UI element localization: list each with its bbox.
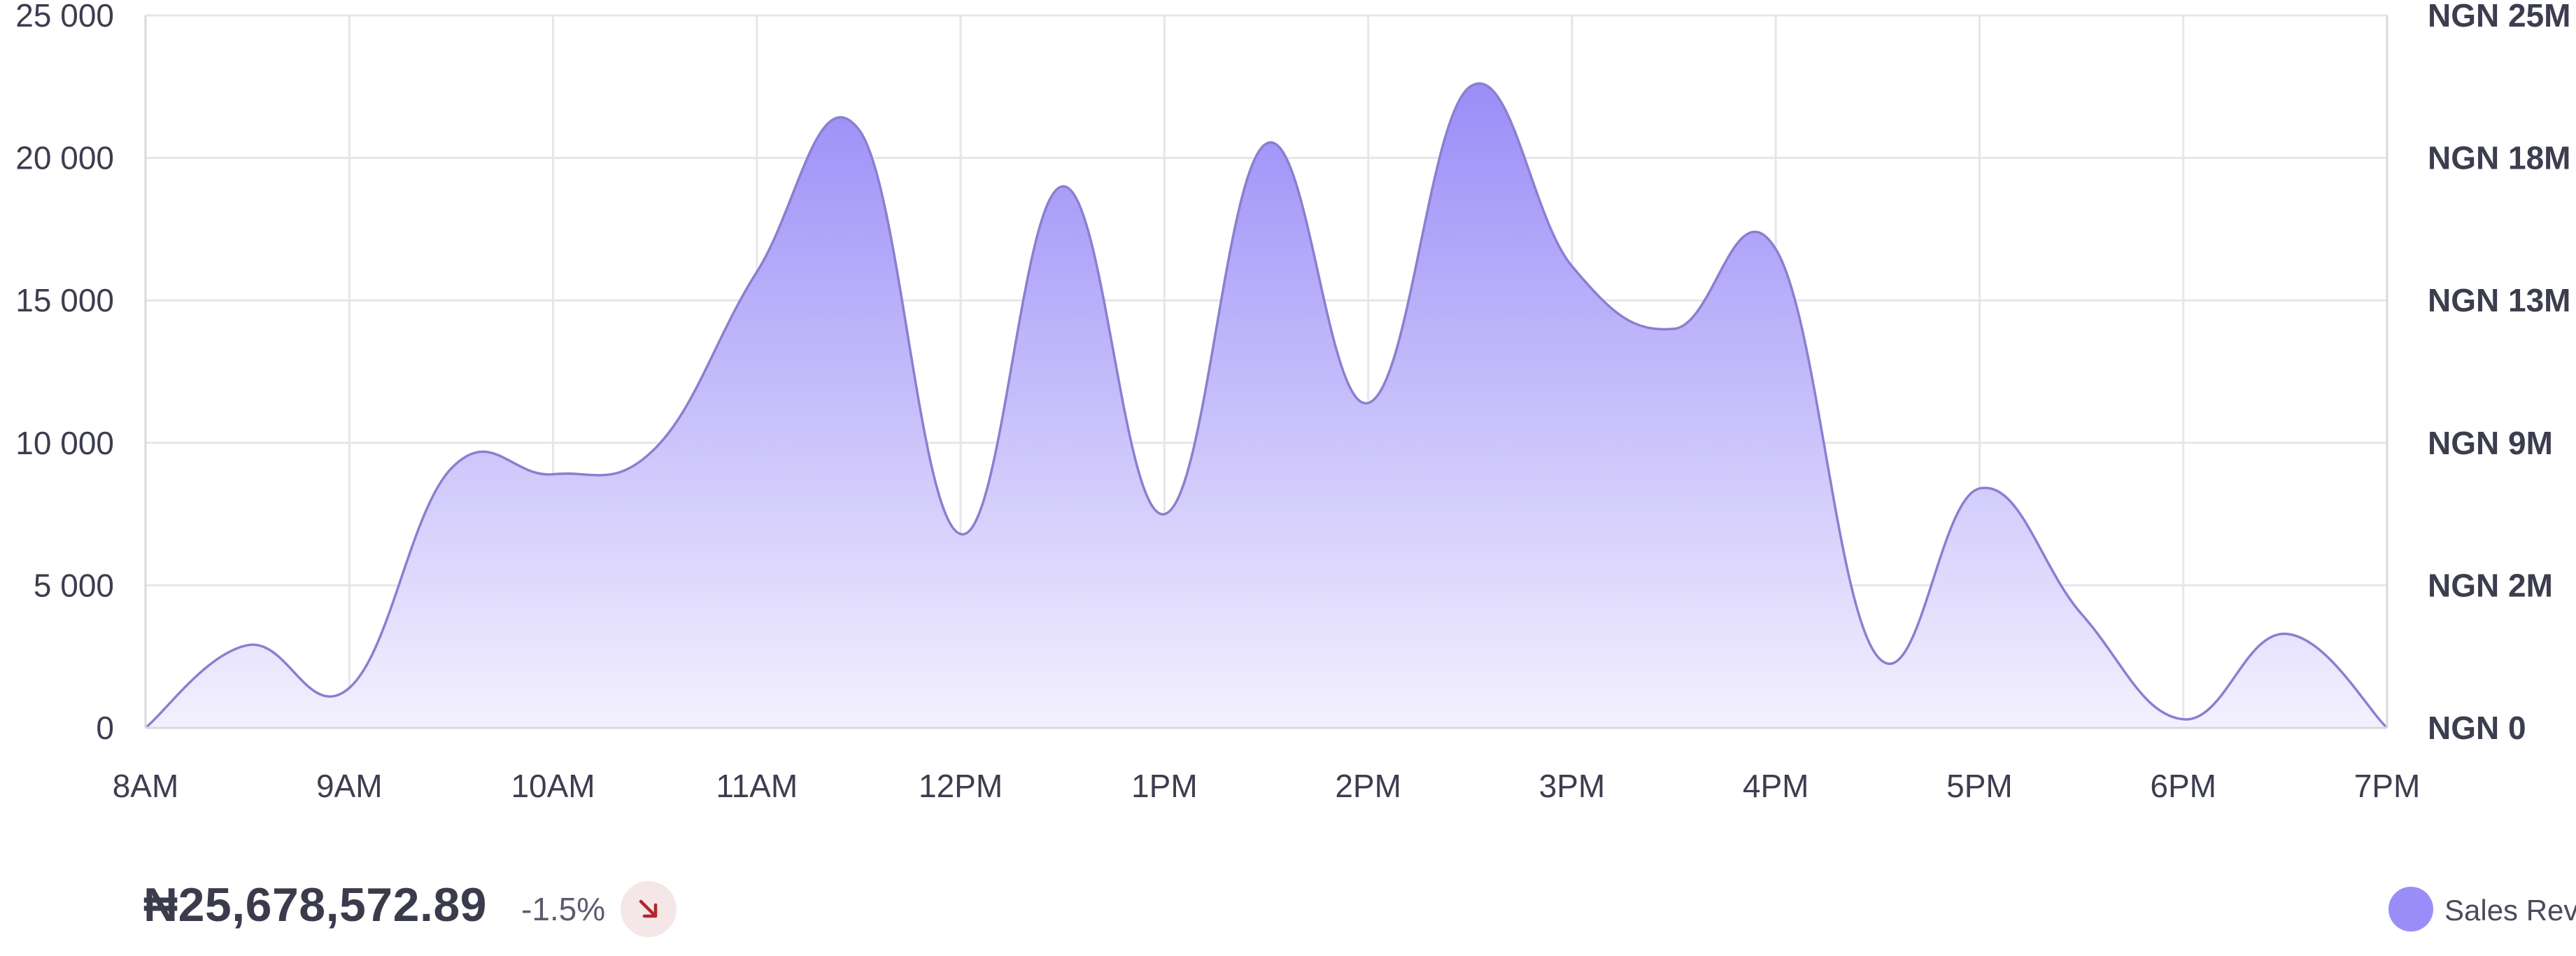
- x-tick-label: 11AM: [716, 768, 798, 804]
- x-tick-label: 6PM: [2150, 768, 2216, 804]
- y-tick-label: 20 000: [15, 140, 114, 176]
- y-tick-label: 15 000: [15, 282, 114, 318]
- sales-revenue-area: [146, 83, 2387, 729]
- axes: [144, 15, 2389, 729]
- y-tick-label: 25 000: [15, 0, 114, 34]
- legend-swatch: [2389, 887, 2433, 932]
- left-axis: 0 5 000 10 000 15 000 20 000 25 000: [15, 0, 114, 746]
- x-tick-label: 8AM: [113, 768, 179, 804]
- sales-revenue-line: [144, 82, 2389, 729]
- change-percentage: -1.5%: [521, 891, 606, 927]
- x-axis: 8AM 9AM 10AM 11AM 12PM 1PM 2PM 3PM 4PM 5PM 6PM 7PM: [113, 768, 2421, 804]
- y-tick-label: 0: [96, 710, 114, 746]
- legend-label: Sales Revenue: [2444, 894, 2576, 927]
- y-right-tick-label: NGN 0: [2428, 710, 2526, 746]
- x-tick-label: 3PM: [1539, 768, 1606, 804]
- x-tick-label: 4PM: [1743, 768, 1809, 804]
- y-right-tick-label: NGN 13M: [2428, 282, 2570, 318]
- total-revenue: ₦25,678,572.89: [143, 878, 487, 932]
- arrow-down-right-icon: [639, 899, 658, 918]
- y-tick-label: 5 000: [34, 567, 114, 603]
- x-tick-label: 10AM: [511, 768, 595, 804]
- trend-badge: [621, 881, 677, 937]
- chart-footer: ₦25,678,572.89 -1.5% Sales Revenue: [0, 865, 2576, 956]
- x-tick-label: 9AM: [316, 768, 383, 804]
- y-right-tick-label: NGN 2M: [2428, 567, 2553, 603]
- x-tick-label: 12PM: [919, 768, 1003, 804]
- y-right-tick-label: NGN 18M: [2428, 140, 2570, 176]
- x-tick-label: 7PM: [2354, 768, 2421, 804]
- x-tick-label: 5PM: [1946, 768, 2013, 804]
- x-tick-label: 1PM: [1131, 768, 1198, 804]
- y-tick-label: 10 000: [15, 425, 114, 461]
- y-right-tick-label: NGN 25M: [2428, 0, 2570, 34]
- area-layer: [144, 82, 2389, 729]
- y-right-tick-label: NGN 9M: [2428, 425, 2553, 461]
- right-axis: NGN 0 NGN 2M NGN 9M NGN 13M NGN 18M NGN 25M: [2428, 0, 2570, 746]
- x-tick-label: 2PM: [1335, 768, 1401, 804]
